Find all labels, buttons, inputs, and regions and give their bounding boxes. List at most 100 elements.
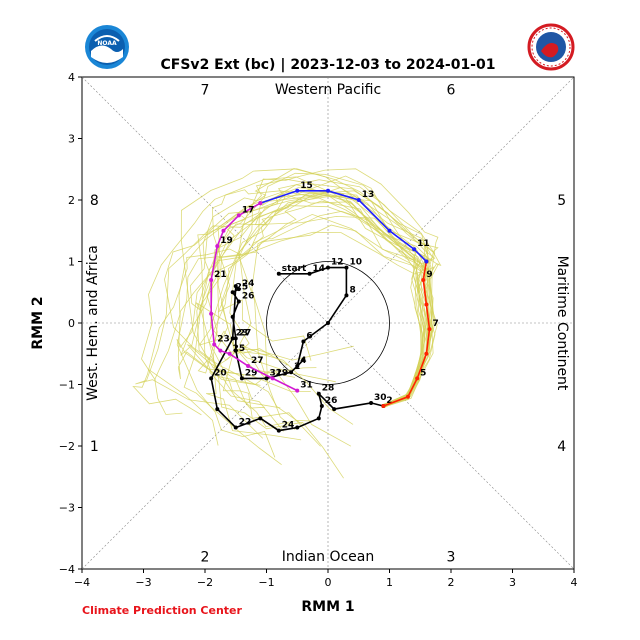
data-point: [421, 277, 426, 282]
x-tick-label: −4: [74, 576, 90, 589]
y-tick-label: −4: [59, 563, 75, 576]
y-axis-label: RMM 2: [30, 296, 46, 349]
data-point: [295, 425, 300, 430]
point-label: 29: [245, 368, 258, 378]
phase-label-5: 5: [557, 193, 566, 209]
data-point: [424, 259, 429, 264]
point-label: 7: [432, 319, 438, 329]
data-point: [230, 290, 235, 295]
phase-label-4: 4: [557, 439, 566, 455]
phase-label-2: 2: [201, 550, 210, 566]
data-point: [301, 357, 306, 362]
data-point: [258, 201, 263, 206]
x-tick-label: 3: [509, 576, 516, 589]
series-line: [210, 266, 384, 432]
national-weather-service-logo: [527, 23, 575, 71]
data-point: [405, 394, 410, 399]
y-tick-label: −2: [59, 440, 75, 453]
y-tick-label: −1: [59, 379, 75, 392]
point-label: 23: [236, 328, 249, 338]
point-label: 31: [270, 368, 283, 378]
phase-label-7: 7: [201, 82, 210, 98]
point-label: 19: [220, 236, 233, 246]
point-label: 30: [374, 393, 387, 403]
data-point: [276, 271, 281, 276]
data-point: [326, 265, 330, 270]
data-point: [215, 244, 220, 249]
data-point: [264, 376, 269, 381]
credit-text: Climate Prediction Center: [82, 604, 242, 617]
point-label: 9: [426, 270, 432, 280]
point-label: 23: [217, 335, 230, 345]
y-tick-label: 4: [68, 71, 75, 84]
point-label: 14: [313, 264, 326, 274]
data-point: [319, 404, 324, 409]
y-tick-label: 3: [68, 133, 75, 146]
ensemble-trace: [208, 194, 429, 428]
y-axis-ticks: −4 −3 −2 −1 0 1 2 3 4: [59, 71, 82, 576]
y-tick-label: −3: [59, 502, 75, 515]
ensemble-trace: [198, 190, 428, 406]
ensemble-trace: [190, 172, 428, 409]
x-tick-label: 2: [448, 576, 455, 589]
x-tick-label: −2: [197, 576, 213, 589]
phase-label-8: 8: [90, 193, 99, 209]
phase-label-1: 1: [90, 439, 99, 455]
point-label: 10: [349, 258, 362, 268]
data-point: [227, 351, 232, 356]
series-line: [383, 261, 431, 407]
x-axis-ticks: −4 −3 −2 −1 0 1 2 3 4: [74, 569, 578, 589]
data-point: [307, 271, 312, 276]
x-axis-label: RMM 1: [301, 599, 354, 615]
unit-circle: [266, 261, 390, 385]
data-point: [215, 407, 220, 412]
x-tick-label: 1: [386, 576, 393, 589]
ensemble-trace: [206, 195, 438, 441]
data-point: [233, 348, 238, 353]
data-point: [209, 376, 214, 381]
data-point: [427, 327, 432, 332]
data-point: [381, 404, 386, 409]
region-label-right: Maritime Continent: [554, 256, 570, 391]
region-label-top: Western Pacific: [275, 82, 381, 98]
data-point: [412, 247, 417, 252]
point-label: 6: [306, 331, 312, 341]
ensemble-trace: [220, 191, 424, 447]
data-point: [415, 376, 420, 381]
point-label: 17: [242, 205, 255, 215]
svg-text:NOAA: NOAA: [97, 40, 117, 47]
point-label: 25: [236, 282, 249, 292]
phase-label-6: 6: [447, 82, 456, 98]
x-tick-label: 4: [571, 576, 578, 589]
data-point: [233, 425, 238, 430]
data-point: [369, 400, 374, 405]
phase-label-3: 3: [447, 550, 456, 566]
data-point: [230, 336, 235, 341]
point-label: 20: [214, 368, 227, 378]
point-label: start: [282, 264, 307, 274]
x-tick-label: −1: [258, 576, 274, 589]
ensemble-trace: [132, 231, 425, 416]
y-tick-label: 0: [68, 317, 75, 330]
point-label: 8: [349, 285, 355, 295]
data-point: [356, 198, 361, 202]
ensemble-trace: [180, 211, 439, 408]
data-point: [326, 321, 330, 325]
point-label: 5: [420, 368, 426, 378]
point-label: 11: [417, 239, 430, 249]
point-label: 12: [331, 258, 344, 268]
data-point: [332, 407, 337, 412]
point-label: 29: [276, 368, 289, 378]
point-label: 27: [251, 356, 264, 366]
region-label-left: West. Hem. and Africa: [85, 245, 101, 401]
region-label-bottom: Indian Ocean: [282, 549, 374, 565]
point-label: 27: [239, 328, 252, 338]
ensemble-trace: [196, 187, 429, 425]
point-label: 15: [300, 181, 313, 191]
ensemble-trace: [183, 210, 424, 466]
series-line: [210, 202, 298, 392]
data-point: [212, 342, 217, 347]
